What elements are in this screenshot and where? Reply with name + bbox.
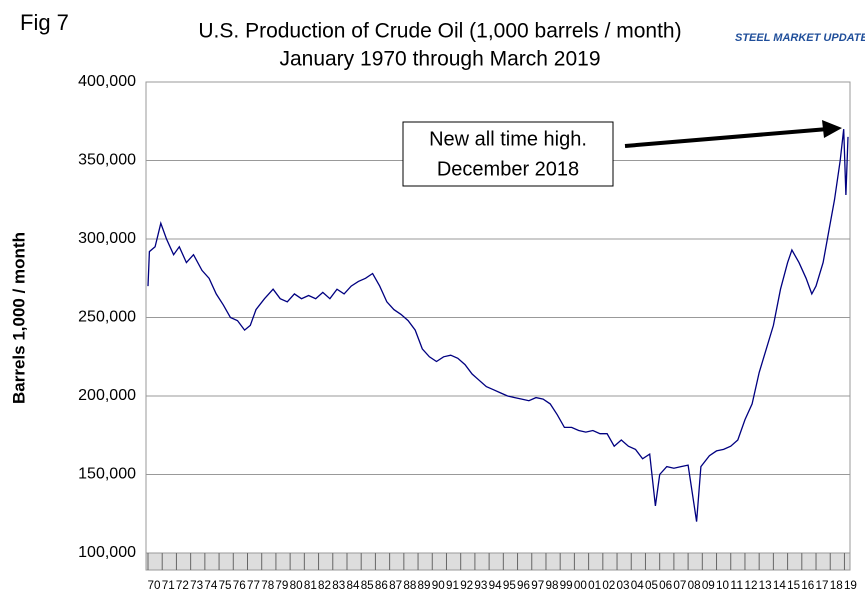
x-tick-label: 73 xyxy=(190,578,203,592)
x-tick-label: 72 xyxy=(176,578,189,592)
y-axis-label: Barrels 1,000 / month xyxy=(9,232,28,404)
x-tick-label: 96 xyxy=(517,578,530,592)
annotation-text: New all time high. xyxy=(429,128,587,150)
chart-title: U.S. Production of Crude Oil (1,000 barr… xyxy=(198,20,681,43)
fig-label: Fig 7 xyxy=(20,10,69,35)
x-tick-label: 18 xyxy=(830,578,843,592)
x-tick-label: 83 xyxy=(332,578,345,592)
x-tick-label: 97 xyxy=(531,578,544,592)
x-tick-label: 74 xyxy=(204,578,217,592)
y-tick-label: 350,000 xyxy=(78,152,136,169)
x-tick-label: 94 xyxy=(489,578,502,592)
x-tick-label: 99 xyxy=(560,578,573,592)
x-tick-label: 19 xyxy=(844,578,857,592)
x-tick-label: 07 xyxy=(673,578,686,592)
x-tick-label: 11 xyxy=(730,578,743,592)
x-tick-label: 86 xyxy=(375,578,388,592)
x-tick-label: 84 xyxy=(346,578,359,592)
x-tick-label: 00 xyxy=(574,578,587,592)
x-tick-label: 90 xyxy=(432,578,445,592)
x-tick-band xyxy=(145,552,851,571)
x-tick-label: 80 xyxy=(290,578,303,592)
x-tick-label: 13 xyxy=(759,578,772,592)
y-tick-label: 100,000 xyxy=(78,544,136,561)
logo: STEEL MARKET UPDATE xyxy=(735,32,865,44)
x-tick-label: 88 xyxy=(403,578,416,592)
x-tick-label: 17 xyxy=(816,578,829,592)
y-tick-label: 400,000 xyxy=(78,73,136,90)
x-tick-label: 15 xyxy=(787,578,800,592)
annotation-arrow xyxy=(624,127,829,148)
x-tick-label: 10 xyxy=(716,578,729,592)
x-tick-label: 89 xyxy=(418,578,431,592)
x-tick-label: 76 xyxy=(233,578,246,592)
x-tick-label: 70 xyxy=(148,578,161,592)
annotation-text: December 2018 xyxy=(437,158,579,180)
y-tick-label: 300,000 xyxy=(78,230,136,247)
series-line xyxy=(147,129,849,522)
x-tick-label: 12 xyxy=(744,578,757,592)
x-tick-label: 09 xyxy=(702,578,715,592)
chart-subtitle: January 1970 through March 2019 xyxy=(279,48,600,71)
x-tick-label: 78 xyxy=(261,578,274,592)
x-tick-label: 81 xyxy=(304,578,317,592)
x-tick-label: 79 xyxy=(275,578,288,592)
x-tick-label: 03 xyxy=(617,578,630,592)
x-tick-label: 98 xyxy=(545,578,558,592)
y-tick-label: 250,000 xyxy=(78,309,136,326)
x-tick-label: 93 xyxy=(474,578,487,592)
x-tick-label: 06 xyxy=(659,578,672,592)
x-tick-label: 87 xyxy=(389,578,402,592)
arrow-head xyxy=(822,120,842,138)
x-tick-label: 14 xyxy=(773,578,786,592)
x-tick-label: 85 xyxy=(361,578,374,592)
x-tick-label: 71 xyxy=(162,578,175,592)
x-tick-label: 04 xyxy=(631,578,644,592)
x-tick-label: 01 xyxy=(588,578,601,592)
x-tick-label: 16 xyxy=(801,578,814,592)
annotation-box xyxy=(402,121,614,187)
y-tick-label: 200,000 xyxy=(78,387,136,404)
x-tick-label: 91 xyxy=(446,578,459,592)
x-tick-label: 95 xyxy=(503,578,516,592)
x-tick-label: 08 xyxy=(688,578,701,592)
y-tick-label: 150,000 xyxy=(78,466,136,483)
x-tick-label: 82 xyxy=(318,578,331,592)
x-tick-label: 05 xyxy=(645,578,658,592)
x-tick-label: 92 xyxy=(460,578,473,592)
x-tick-label: 02 xyxy=(602,578,615,592)
x-tick-label: 75 xyxy=(219,578,232,592)
x-tick-label: 77 xyxy=(247,578,260,592)
